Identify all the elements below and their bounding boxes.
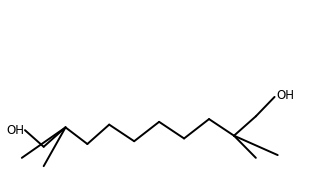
Text: OH: OH	[6, 124, 24, 137]
Text: OH: OH	[276, 89, 294, 102]
